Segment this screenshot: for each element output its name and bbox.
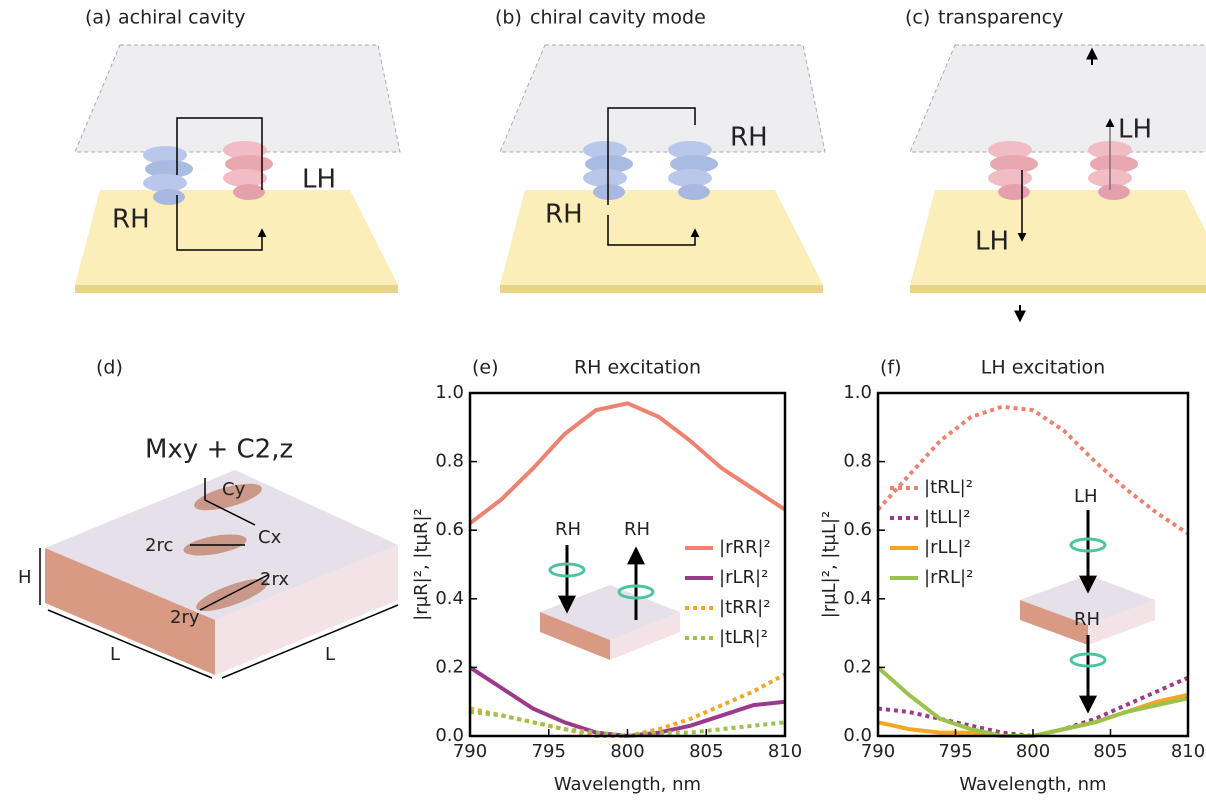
panel-a: (a) achiral cavity RH LH	[75, 7, 400, 294]
x-tick-label: 810	[1171, 741, 1205, 762]
legend-label: |rLL|²	[924, 537, 971, 558]
panel-b: (b) chiral cavity mode RH RH	[495, 7, 825, 294]
y-tick-label: 1.0	[843, 382, 872, 403]
y-tick-label: 0.2	[843, 656, 872, 677]
y-tick-label: 0.4	[843, 588, 872, 609]
panel-label: (f)	[880, 357, 902, 379]
inset-label: RH	[624, 519, 650, 540]
legend-label: |rLR|²	[719, 567, 768, 588]
x-tick-label: 805	[1093, 741, 1127, 762]
series-line	[878, 667, 1188, 736]
x-axis-label: Wavelength, nm	[959, 774, 1106, 795]
label: RH	[112, 205, 150, 235]
panel-d: (d) Mxy + C2,z Cy Cx 2rc 2rx 2ry H L L	[18, 357, 398, 679]
symmetry: Mxy + C2,z	[145, 435, 293, 465]
dim: Cx	[258, 527, 282, 548]
panel-title: chiral cavity mode	[530, 7, 706, 29]
x-tick-label: 800	[610, 741, 644, 762]
y-tick-label: 0.6	[435, 519, 464, 540]
dim: Cy	[222, 479, 246, 500]
series-line	[470, 403, 785, 523]
x-tick-label: 810	[768, 741, 802, 762]
inset-e: RH RH	[540, 519, 680, 660]
panel-c: (c) transparency LH LH	[905, 7, 1206, 321]
legend-label: |tRL|²	[924, 477, 973, 498]
inset-label: RH	[555, 519, 581, 540]
y-tick-label: 0.8	[843, 451, 872, 472]
panel-label: (b)	[495, 7, 522, 29]
inset-f: LH RH	[1020, 486, 1155, 710]
y-tick-label: 1.0	[435, 382, 464, 403]
series-line	[470, 674, 785, 736]
y-tick-label: 0.6	[843, 519, 872, 540]
inset-label: RH	[1074, 609, 1100, 630]
chart-title: LH excitation	[981, 357, 1105, 379]
legend-label: |rRL|²	[924, 567, 973, 588]
legend-label: |rRR|²	[719, 537, 771, 558]
dim: H	[18, 567, 32, 588]
panel-label: (d)	[96, 357, 123, 379]
legend-label: |tRR|²	[719, 597, 770, 618]
dim: 2ry	[170, 607, 200, 628]
x-tick-label: 790	[861, 741, 895, 762]
label: LH	[975, 227, 1009, 257]
figure: (a) achiral cavity RH LH (b) chiral cavi…	[0, 0, 1206, 800]
series-line	[470, 667, 785, 736]
plot-frame	[470, 393, 785, 736]
dim: 2rc	[145, 535, 173, 556]
inset-label: LH	[1074, 486, 1098, 507]
chart-title: RH excitation	[574, 357, 701, 379]
x-tick-label: 800	[1016, 741, 1050, 762]
panel-title: achiral cavity	[118, 7, 246, 29]
panel-label: (e)	[472, 357, 499, 379]
label: RH	[730, 123, 768, 153]
legend-label: |tLL|²	[924, 507, 970, 528]
panel-label: (a)	[85, 7, 111, 29]
label: LH	[1118, 115, 1152, 145]
panel-title: transparency	[938, 7, 1063, 29]
plot-frame	[878, 393, 1188, 736]
x-tick-label: 790	[453, 741, 487, 762]
x-axis-label: Wavelength, nm	[554, 774, 701, 795]
label: RH	[545, 200, 583, 230]
y-axis-label: |rμR|², |tμR|²	[411, 508, 432, 621]
dim: L	[110, 644, 120, 665]
x-tick-label: 795	[938, 741, 972, 762]
x-tick-label: 795	[532, 741, 566, 762]
legend-label: |tLR|²	[719, 627, 768, 648]
panel-label: (c)	[905, 7, 930, 29]
dim: 2rx	[260, 569, 289, 590]
label: LH	[302, 165, 336, 195]
y-tick-label: 0.2	[435, 656, 464, 677]
y-tick-label: 0.4	[435, 588, 464, 609]
y-axis-label: |rμL|², |tμL|²	[819, 511, 840, 619]
y-tick-label: 0.8	[435, 451, 464, 472]
x-tick-label: 805	[689, 741, 723, 762]
dim: L	[325, 644, 335, 665]
